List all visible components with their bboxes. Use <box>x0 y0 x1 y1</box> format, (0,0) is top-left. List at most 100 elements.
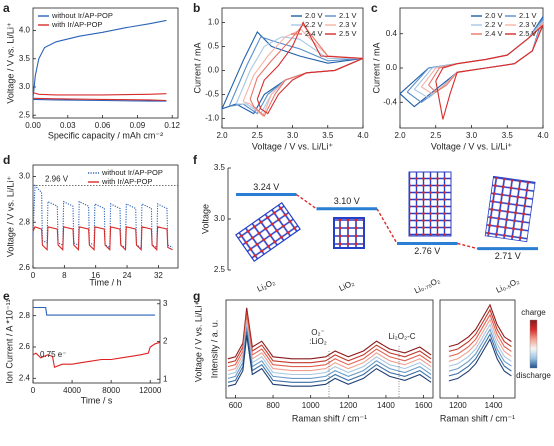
x-tick-label: 12000 <box>139 386 162 395</box>
legend-label: with Ir/AP-POP <box>51 20 102 29</box>
y-tick-label: 2.6 <box>19 342 31 351</box>
x-tick-label: 1200 <box>449 401 467 410</box>
panel-label: g <box>193 289 200 303</box>
x-tick-label: 0.12 <box>164 121 180 130</box>
y2-tick-label: 3 <box>163 299 168 308</box>
panel-label: d <box>3 153 10 167</box>
structure-lio2 <box>333 217 365 249</box>
annotation: Li₂O₂-C <box>388 332 415 341</box>
legend-label: 2.5 V <box>519 29 537 38</box>
panel-label: e <box>3 289 10 303</box>
y-tick-label: 4.0 <box>19 26 31 35</box>
legend-label: 2.3 V <box>519 20 537 29</box>
y-tick-label: 2.6 <box>19 263 31 272</box>
x-tick-label: 3.0 <box>287 131 299 140</box>
x-tick-label: 600 <box>229 401 243 410</box>
panel-label: b <box>193 1 200 15</box>
series-line <box>256 21 364 115</box>
x-tick-label: 3.5 <box>322 131 334 140</box>
level-connector <box>296 193 317 210</box>
y-tick-label: 3.0 <box>214 214 226 223</box>
colorbar-label: discharge <box>516 371 551 380</box>
x-tick-label: 2.0 <box>394 131 406 140</box>
x-tick-label: 0 <box>31 386 36 395</box>
y-axis-label: Voltage / V vs. Li/Li⁺ <box>5 22 15 104</box>
series-line <box>448 333 512 377</box>
panel-label: c <box>371 1 378 15</box>
colorbar <box>529 319 538 369</box>
y-axis-label: Voltage / V vs. Li/Li⁺ <box>5 176 15 258</box>
axis-frame <box>32 299 161 384</box>
legend-label: 2.3 V <box>339 20 357 29</box>
x-tick-label: 800 <box>266 401 280 410</box>
x-tick-label: 0.09 <box>130 121 146 130</box>
x-tick-label: 1400 <box>377 401 395 410</box>
x-axis-label: Time / h <box>89 277 121 287</box>
axis-frame <box>439 299 516 399</box>
x-tick-label: 0 <box>31 271 36 280</box>
x-tick-label: 16 <box>91 271 100 280</box>
legend-label: 2.5 V <box>339 29 357 38</box>
x-tick-label: 0.03 <box>60 121 76 130</box>
x-tick-label: 8000 <box>102 386 120 395</box>
y-axis-label: Intensity / a. u. <box>209 320 219 379</box>
category-label: Li₀.₅O₂ <box>495 276 521 294</box>
reference-label: 2.96 V <box>45 175 69 184</box>
series-line <box>32 98 167 102</box>
x-tick-label: 2.5 <box>252 131 264 140</box>
series-line <box>435 24 544 120</box>
legend-label: 2.1 V <box>339 11 357 20</box>
annotation: :LiO₂ <box>309 337 327 346</box>
series-line <box>227 335 432 387</box>
series-line <box>32 226 173 251</box>
category-label: Li₂O₂ <box>256 278 277 294</box>
x-axis-label: Voltage / V vs. Li/Li⁺ <box>431 141 513 151</box>
series-line <box>32 19 167 99</box>
y-tick-label: 2.5 <box>214 265 226 274</box>
series-line <box>32 184 173 249</box>
level-label: 2.71 V <box>495 251 521 261</box>
series-line <box>32 92 167 96</box>
colorbar-label: charge <box>521 308 546 317</box>
y2-tick-label: 1 <box>163 374 168 383</box>
legend-label: 2.4 V <box>485 29 503 38</box>
series-line <box>448 337 512 382</box>
x-tick-label: 1200 <box>339 401 357 410</box>
y-tick-label: 2.8 <box>19 311 31 320</box>
y2-tick-label: 2 <box>163 337 168 346</box>
y-tick-label: 3.0 <box>19 82 31 91</box>
panel-label: a <box>3 1 10 15</box>
x-axis-label: Time / s <box>81 395 113 405</box>
x-axis-label: Specific capacity / mAh cm⁻² <box>48 130 163 140</box>
y-tick-label: 0.5 <box>208 42 220 51</box>
x-tick-label: 2.5 <box>430 131 442 140</box>
annotation: O₂⁻ <box>311 328 325 337</box>
x-tick-label: 2.0 <box>216 131 228 140</box>
series-line <box>33 306 156 316</box>
legend-label: 2.1 V <box>519 11 537 20</box>
series-line <box>32 341 161 369</box>
legend-label: 2.4 V <box>305 29 323 38</box>
series-line <box>448 328 512 372</box>
y-tick-label: 2.5 <box>19 110 31 119</box>
legend-label: with Ir/AP-POP <box>101 177 152 186</box>
level-connector <box>457 242 478 250</box>
legend-label: 2.0 V <box>305 11 323 20</box>
y-tick-label: 3.5 <box>19 54 31 63</box>
y-tick-label: 1.0 <box>208 18 220 27</box>
series-line <box>448 303 512 348</box>
legend-label: without Ir/AP-POP <box>51 11 113 20</box>
level-label: 3.24 V <box>253 182 279 192</box>
category-label: Li₀.₇₅O₂ <box>413 276 441 296</box>
x-tick-label: 4.0 <box>537 131 549 140</box>
y-axis-label: Current / mA <box>371 42 381 93</box>
x-axis-label: Raman shift / cm⁻¹ <box>292 413 367 423</box>
y-tick-label: -1.0 <box>205 114 219 123</box>
x-tick-label: 4000 <box>63 386 81 395</box>
y-tick-label: 0.4 <box>386 29 398 38</box>
x-tick-label: 0.06 <box>95 121 111 130</box>
y-tick-label: -0.5 <box>205 90 219 99</box>
y-tick-label: 0.0 <box>208 66 220 75</box>
series-line <box>448 313 512 357</box>
y-tick-label: 2.4 <box>19 373 31 382</box>
